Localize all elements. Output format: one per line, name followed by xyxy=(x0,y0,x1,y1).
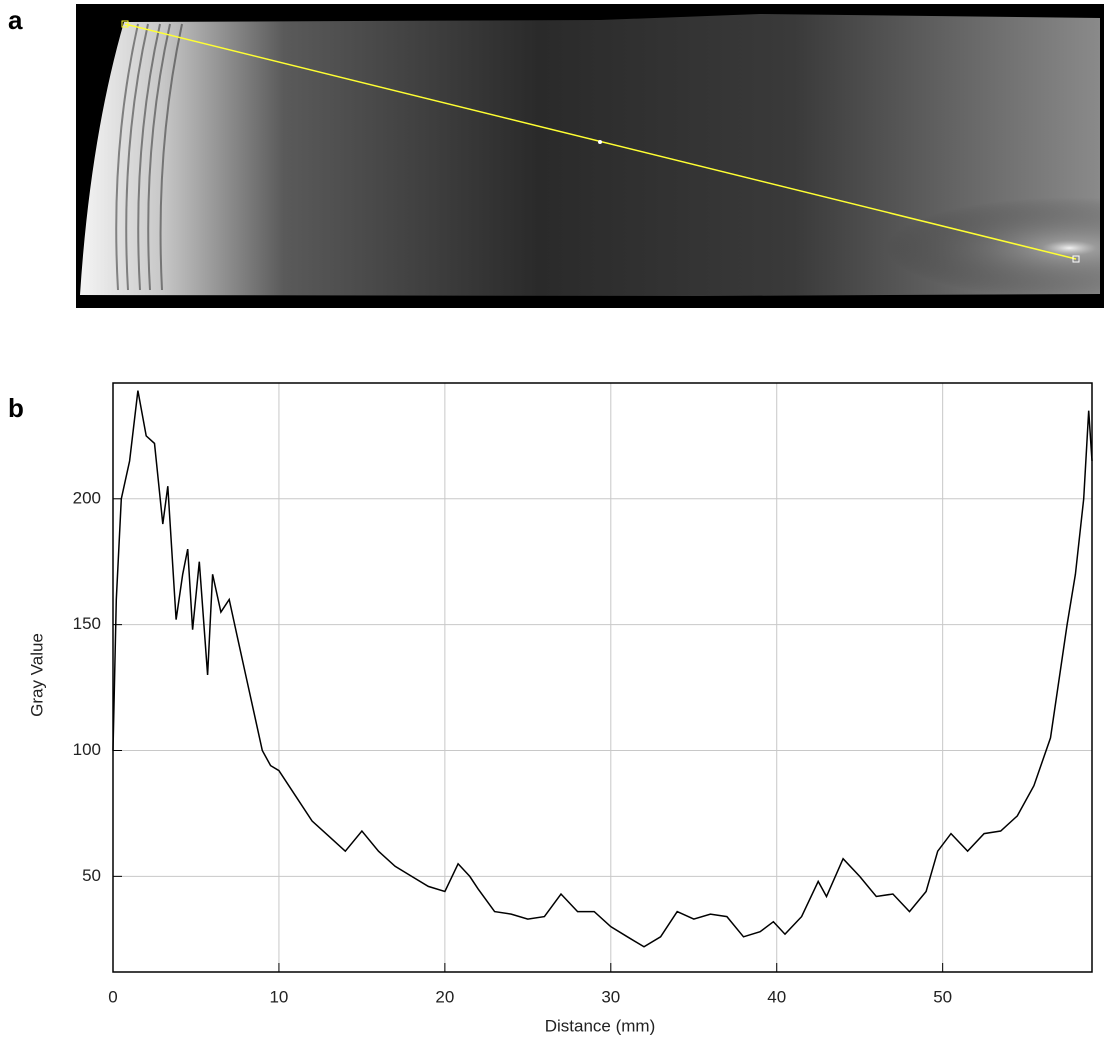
x-tick-label: 30 xyxy=(601,987,620,1006)
x-tick-label: 10 xyxy=(269,987,288,1006)
x-axis-label: Distance (mm) xyxy=(545,1016,656,1035)
panel-label: b xyxy=(8,393,24,423)
x-tick-label: 50 xyxy=(933,987,952,1006)
x-tick-label: 0 xyxy=(108,987,117,1006)
y-tick-label: 200 xyxy=(73,488,101,507)
x-tick-label: 40 xyxy=(767,987,786,1006)
x-tick-label: 20 xyxy=(435,987,454,1006)
y-tick-label: 150 xyxy=(73,614,101,633)
sample-image xyxy=(76,4,1104,308)
y-tick-label: 50 xyxy=(82,866,101,885)
plot-frame xyxy=(112,382,1093,973)
panel-label: a xyxy=(8,5,23,35)
y-axis-label: Gray Value xyxy=(27,633,46,717)
y-tick-label: 100 xyxy=(73,740,101,759)
profile-line xyxy=(112,390,1093,948)
